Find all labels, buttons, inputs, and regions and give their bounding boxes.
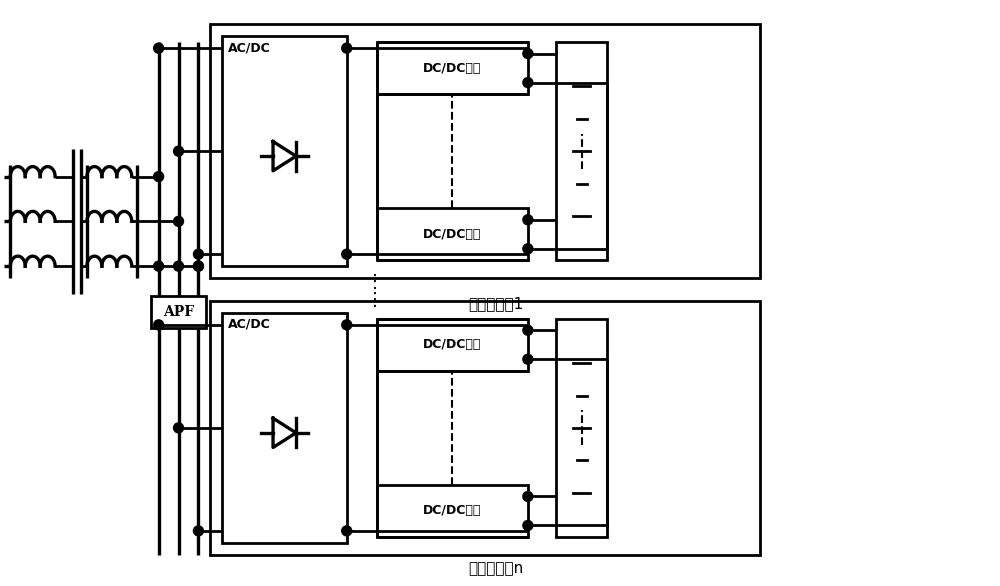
Circle shape [193, 261, 203, 271]
Circle shape [174, 146, 184, 156]
Bar [556, 319, 607, 537]
Text: DC/DC模块: DC/DC模块 [423, 338, 481, 351]
Bar [556, 42, 607, 260]
Circle shape [154, 320, 164, 330]
Circle shape [523, 244, 533, 254]
Text: AC/DC: AC/DC [228, 41, 271, 54]
Circle shape [154, 43, 164, 53]
Circle shape [523, 492, 533, 502]
Text: ⋮: ⋮ [366, 272, 384, 291]
Circle shape [342, 526, 352, 536]
Circle shape [193, 249, 203, 259]
Circle shape [342, 43, 352, 53]
Circle shape [174, 261, 184, 271]
Circle shape [154, 172, 164, 182]
Bar [222, 313, 347, 543]
Circle shape [523, 520, 533, 530]
Text: ⋮: ⋮ [366, 291, 384, 309]
Bar [377, 42, 528, 94]
Bar [222, 36, 347, 266]
Circle shape [174, 423, 184, 433]
Bar [210, 24, 760, 278]
Circle shape [523, 355, 533, 364]
Text: APF: APF [163, 305, 194, 319]
Bar [377, 209, 528, 260]
Bar [210, 301, 760, 555]
Text: 直流充电桩1: 直流充电桩1 [468, 296, 524, 311]
Circle shape [523, 49, 533, 59]
Bar [377, 319, 528, 370]
Circle shape [342, 249, 352, 259]
Circle shape [193, 526, 203, 536]
Circle shape [523, 77, 533, 87]
Circle shape [523, 325, 533, 335]
Circle shape [342, 320, 352, 330]
Circle shape [523, 215, 533, 225]
Circle shape [154, 261, 164, 271]
Text: DC/DC模块: DC/DC模块 [423, 228, 481, 241]
Text: AC/DC: AC/DC [228, 318, 271, 331]
Bar [151, 296, 206, 328]
Bar [377, 485, 528, 537]
Circle shape [174, 216, 184, 226]
Text: DC/DC模块: DC/DC模块 [423, 505, 481, 517]
Text: 直流充电桩n: 直流充电桩n [468, 561, 524, 575]
Circle shape [193, 261, 203, 271]
Text: DC/DC模块: DC/DC模块 [423, 62, 481, 74]
